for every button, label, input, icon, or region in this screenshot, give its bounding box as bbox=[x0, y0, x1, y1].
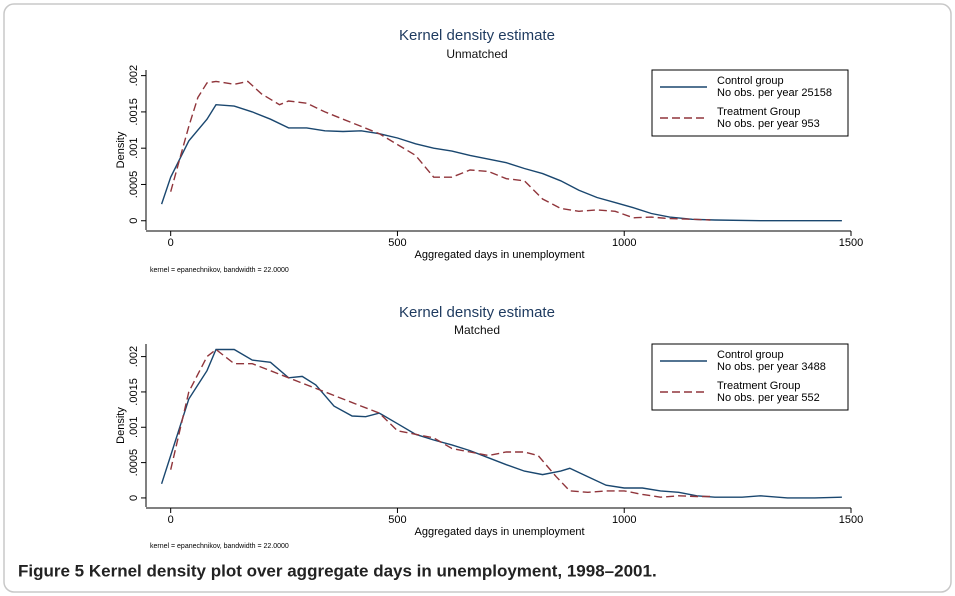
series-line bbox=[160, 103, 842, 222]
y-tick-label: .0015 bbox=[128, 378, 140, 406]
chart-title: Kernel density estimate bbox=[399, 304, 555, 321]
x-axis-label: Aggregated days in unemployment bbox=[415, 249, 585, 261]
x-tick-label: 0 bbox=[168, 514, 174, 526]
note: kernel = epanechnikov, bandwidth = 22.00… bbox=[150, 267, 289, 274]
legend-label: Control group bbox=[717, 75, 784, 87]
x-tick-label: 1000 bbox=[612, 514, 636, 526]
legend-description: No obs. per year 552 bbox=[717, 392, 820, 404]
chart-title: Kernel density estimate bbox=[399, 27, 555, 44]
y-tick-label: 0 bbox=[128, 495, 140, 501]
legend-box bbox=[651, 69, 849, 137]
legend-description: No obs. per year 953 bbox=[717, 118, 820, 130]
y-tick-label: 0 bbox=[128, 218, 140, 224]
legend-description: No obs. per year 3488 bbox=[717, 361, 826, 373]
chart-subtitle: Unmatched bbox=[446, 47, 507, 61]
x-tick-label: 500 bbox=[388, 514, 406, 526]
note: kernel = epanechnikov, bandwidth = 22.00… bbox=[150, 543, 289, 550]
legend-label: Control group bbox=[717, 349, 784, 361]
legend-label: Treatment Group bbox=[717, 380, 800, 392]
legend-label: Treatment Group bbox=[717, 106, 800, 118]
y-tick-label: .0015 bbox=[128, 98, 140, 126]
caption: Figure 5 Kernel density plot over aggreg… bbox=[18, 561, 657, 580]
y-tick-label: .0005 bbox=[128, 449, 140, 477]
legend-box bbox=[651, 343, 849, 411]
frame bbox=[3, 3, 952, 593]
y-tick-label: .002 bbox=[128, 65, 140, 86]
y-axis-label: Density bbox=[115, 407, 127, 444]
series-line bbox=[170, 80, 711, 221]
y-tick-label: .001 bbox=[128, 137, 140, 158]
x-axis-label: Aggregated days in unemployment bbox=[415, 526, 585, 538]
legend-description: No obs. per year 25158 bbox=[717, 87, 832, 99]
y-tick-label: .0005 bbox=[128, 171, 140, 199]
chart-subtitle: Matched bbox=[454, 323, 500, 337]
x-tick-label: 0 bbox=[168, 237, 174, 249]
y-axis-label: Density bbox=[115, 131, 127, 168]
x-tick-label: 1500 bbox=[839, 237, 863, 249]
x-tick-label: 1000 bbox=[612, 237, 636, 249]
y-tick-label: .002 bbox=[128, 346, 140, 367]
series-line bbox=[160, 348, 842, 499]
x-tick-label: 500 bbox=[388, 237, 406, 249]
series-line bbox=[170, 348, 711, 498]
x-tick-label: 1500 bbox=[839, 514, 863, 526]
y-tick-label: .001 bbox=[128, 417, 140, 438]
